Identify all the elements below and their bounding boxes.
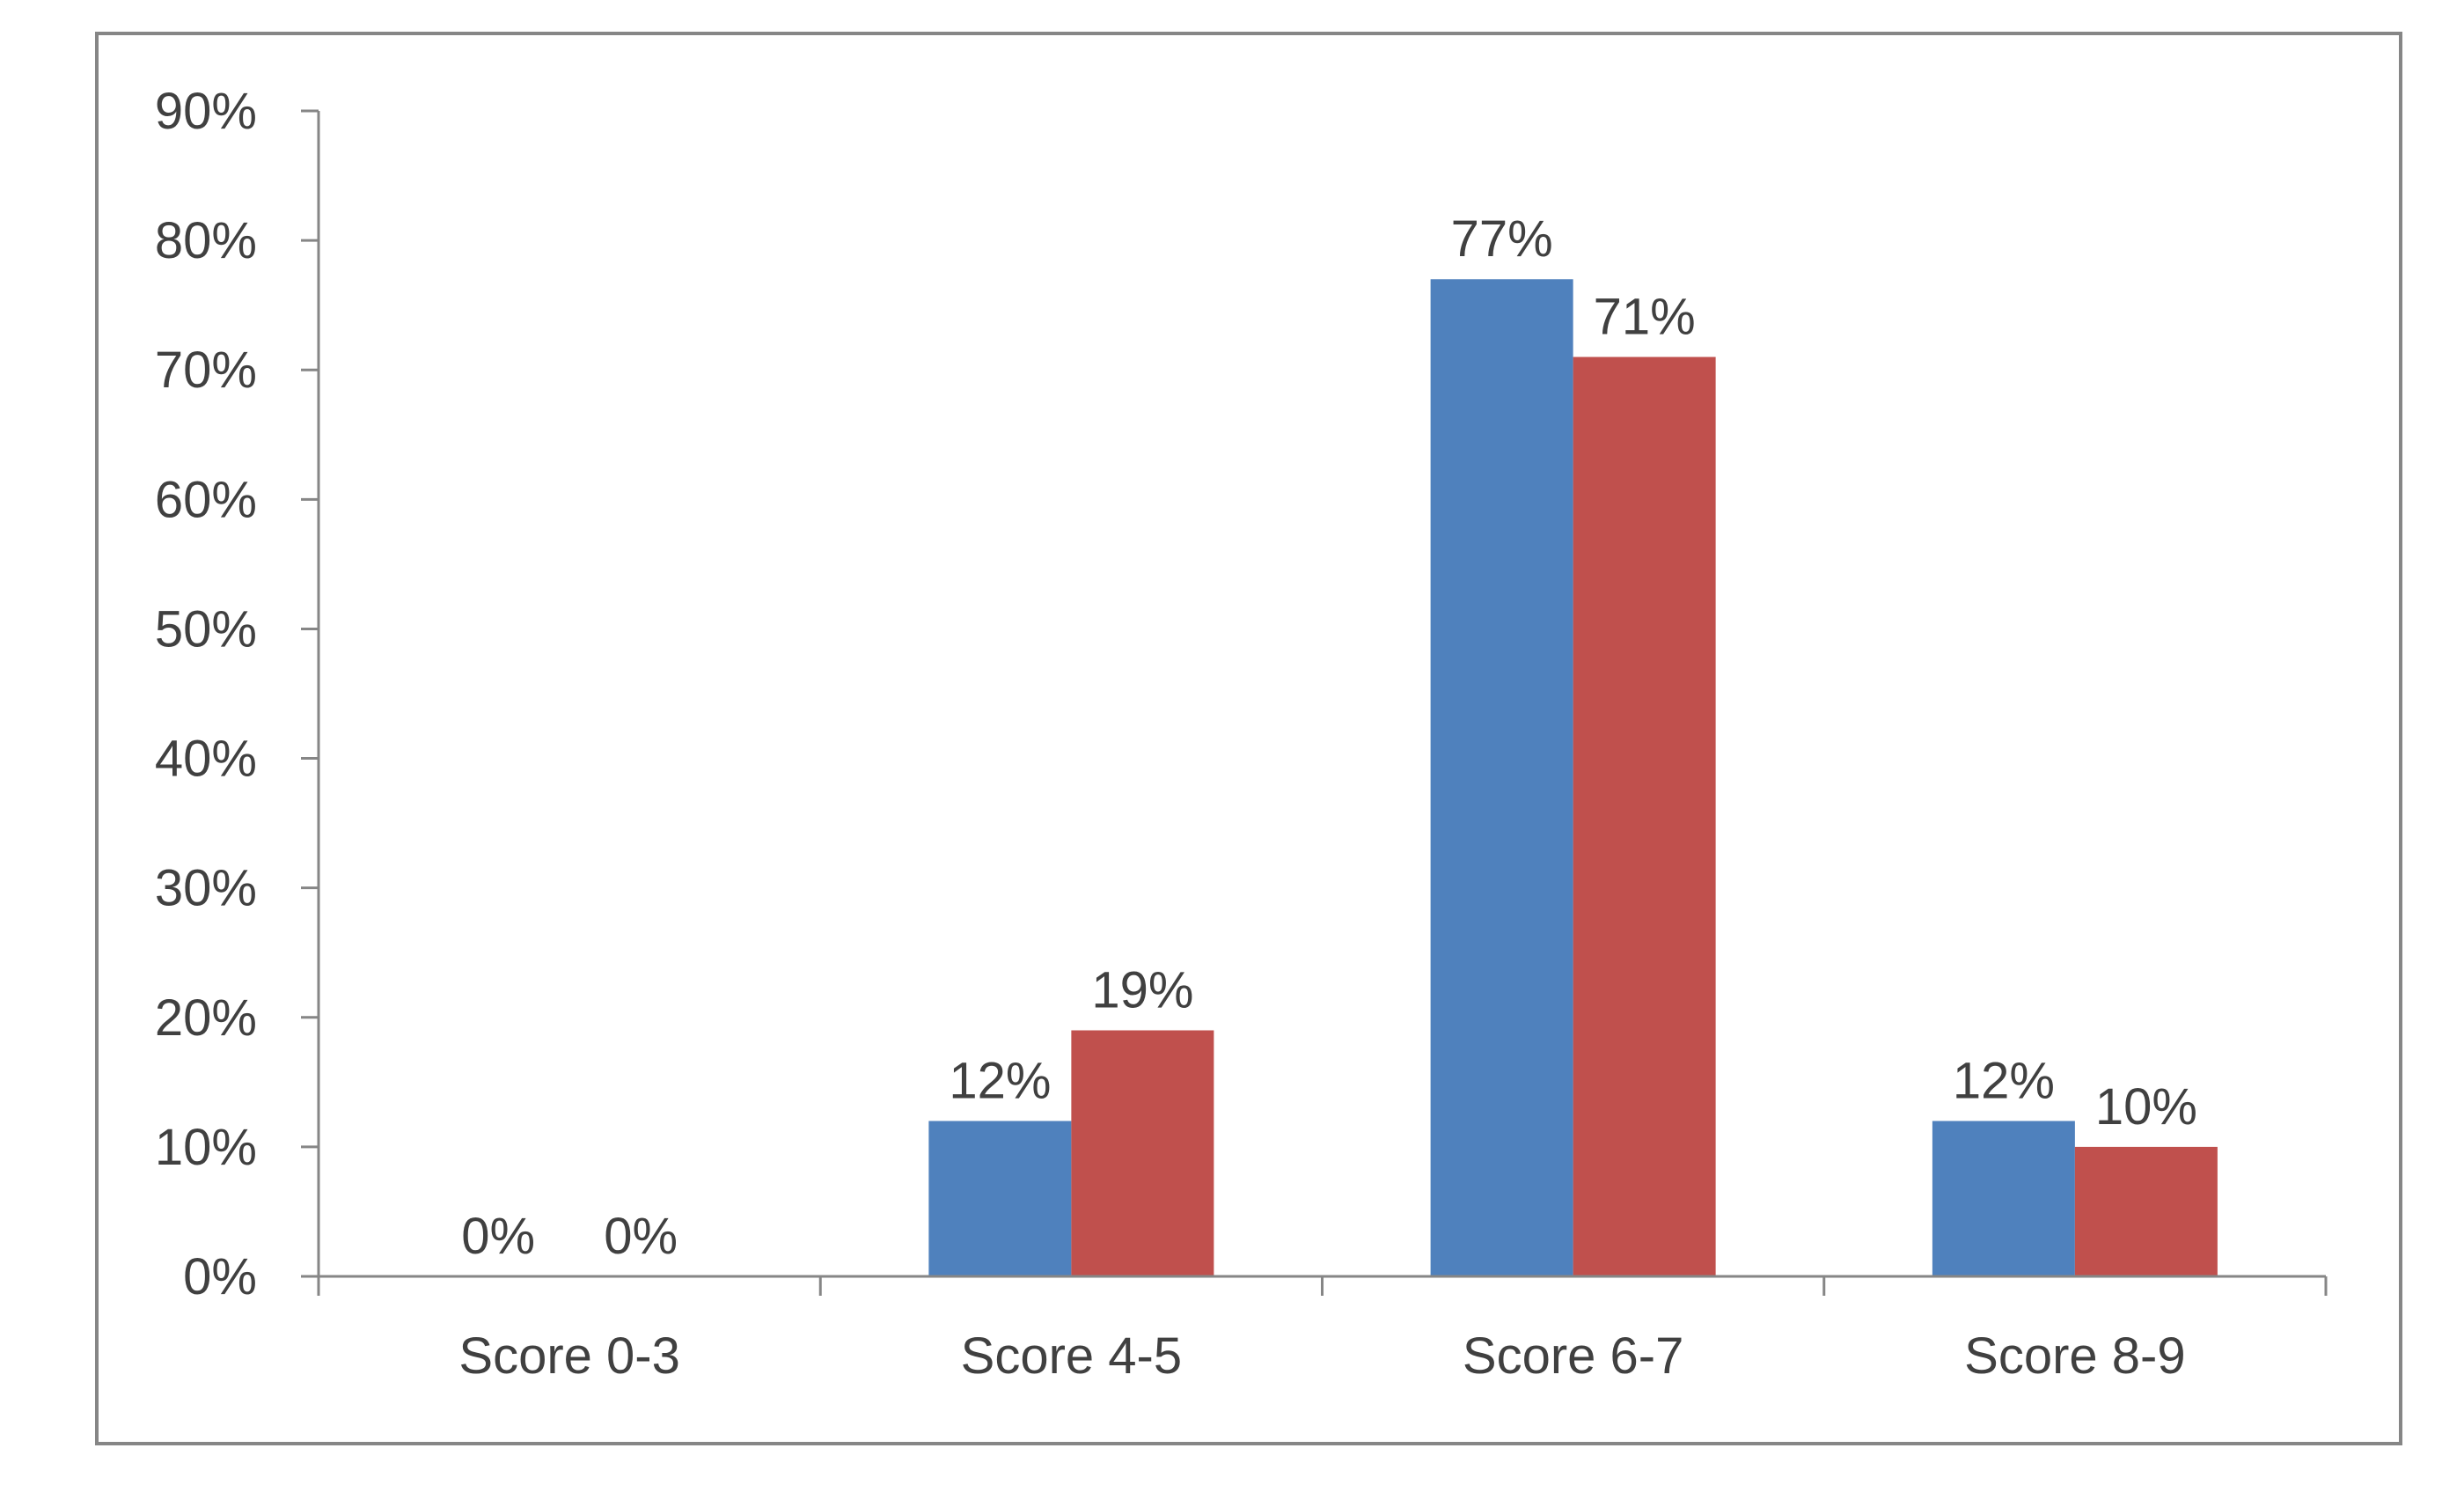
- y-tick-label-9: 90%: [155, 83, 257, 140]
- data-label-series-1-4: 12%: [1953, 1052, 2055, 1109]
- data-label-series-2-3: 71%: [1594, 289, 1696, 346]
- x-tick-label-4: Score 8-9: [1964, 1327, 2185, 1385]
- y-tick-label-0: 0%: [183, 1248, 257, 1305]
- data-label-series-1-1: 0%: [461, 1208, 535, 1265]
- bar-series-1-3: [1430, 279, 1573, 1277]
- bar-series-2-2: [1071, 1030, 1214, 1276]
- y-tick-label-3: 30%: [155, 860, 257, 917]
- y-tick-label-6: 60%: [155, 471, 257, 528]
- y-tick-label-8: 80%: [155, 212, 257, 269]
- bar-series-1-2: [928, 1121, 1072, 1276]
- y-tick-label-1: 10%: [155, 1119, 257, 1176]
- data-label-series-2-1: 0%: [604, 1208, 678, 1265]
- data-label-series-1-2: 12%: [949, 1052, 1051, 1109]
- plot-area: 0% 12% 77% 12% 0% 19% 71% 10% 0% 10% 20% 30% 40% 50% 6…: [155, 83, 2328, 1385]
- x-tick-label-3: Score 6-7: [1463, 1327, 1683, 1385]
- x-tick-label-1: Score 0-3: [458, 1327, 679, 1385]
- bar-series-2-4: [2074, 1146, 2218, 1276]
- y-tick-label-7: 70%: [155, 342, 257, 399]
- data-label-series-1-3: 77%: [1451, 210, 1553, 268]
- y-tick-label-2: 20%: [155, 989, 257, 1047]
- x-tick-label-2: Score 4-5: [961, 1327, 1182, 1385]
- y-tick-label-4: 40%: [155, 731, 257, 788]
- bar-series-2-3: [1573, 357, 1716, 1276]
- data-label-series-2-2: 19%: [1091, 961, 1193, 1018]
- y-tick-label-5: 50%: [155, 600, 257, 658]
- data-label-series-2-4: 10%: [2095, 1078, 2197, 1136]
- bar-series-1-4: [1932, 1121, 2075, 1276]
